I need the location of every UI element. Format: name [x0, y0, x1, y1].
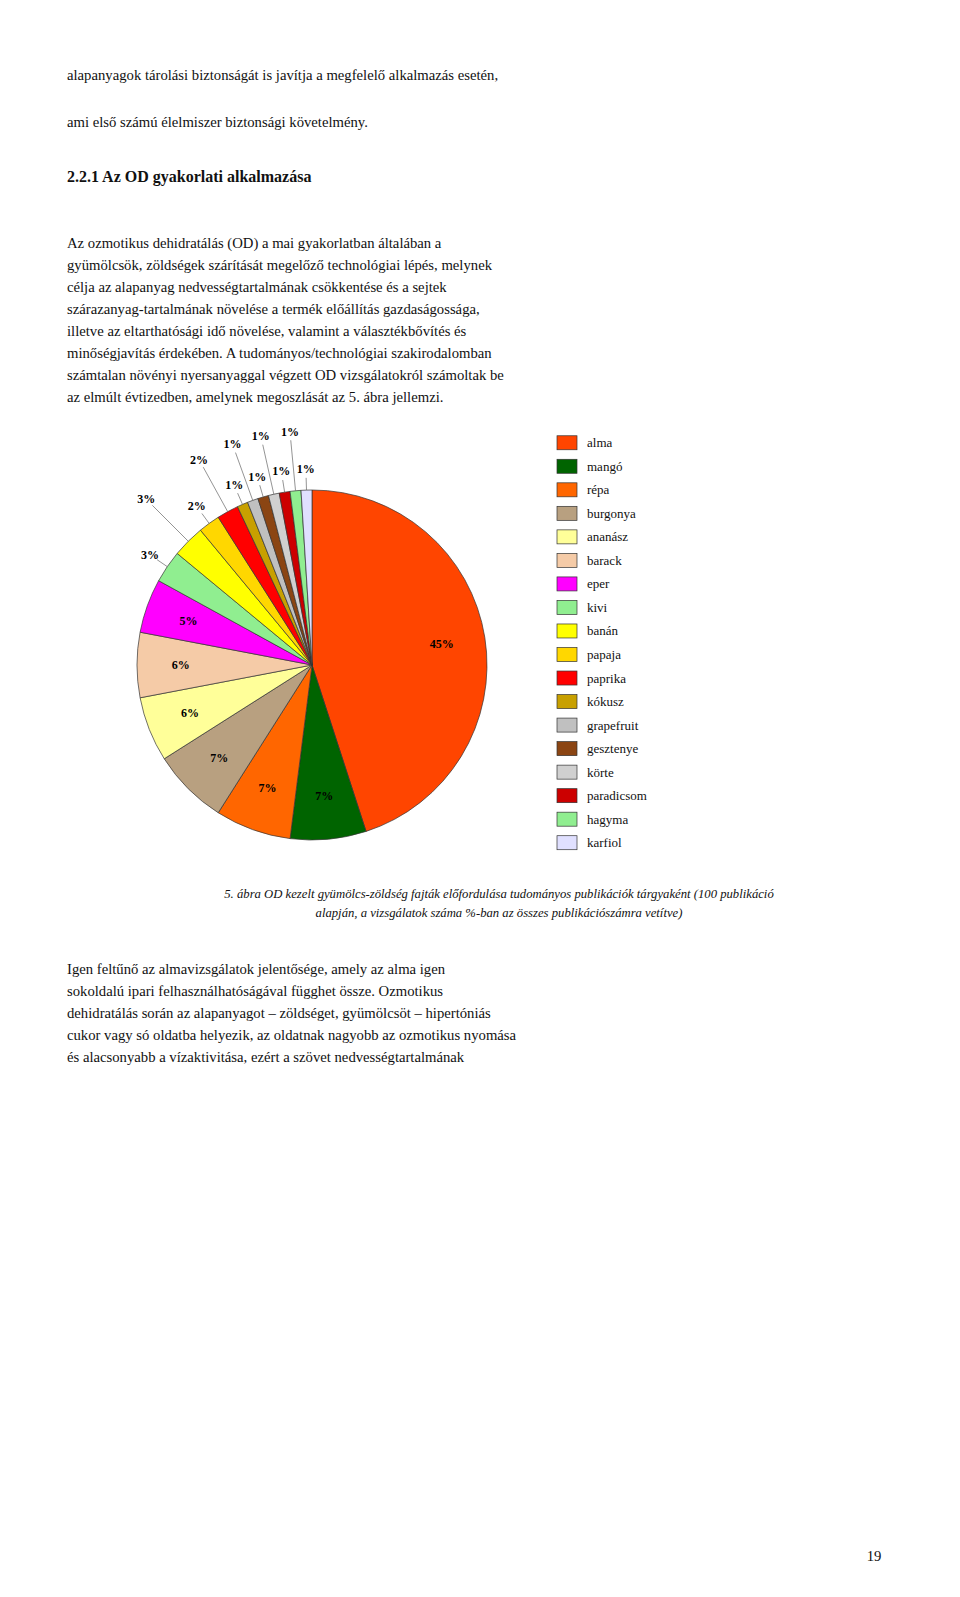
paragraph-line: dehidratálás során az alapanyagot – zöld… — [67, 1002, 491, 1024]
leader-line — [283, 480, 285, 492]
paragraph-line: alapanyagok tárolási biztonságát is javí… — [67, 64, 498, 86]
paragraph-line: szárazanyag-tartalmának növelése a termé… — [67, 298, 480, 320]
paragraph-line: cukor vagy só oldatba helyezik, az oldat… — [67, 1024, 516, 1046]
data-label: 7% — [210, 751, 228, 765]
data-label: 2% — [188, 499, 206, 513]
paragraph-line: az elmúlt évtizedben, amelynek megoszlás… — [67, 386, 443, 408]
legend: alma mangó répa burgonya ananász barack eper ki… — [557, 435, 647, 850]
legend-swatch — [557, 600, 577, 614]
figure-caption: alapján, a vizsgálatok száma %-ban az ös… — [67, 904, 931, 923]
data-label: 1% — [272, 464, 290, 478]
pie-slice — [290, 490, 312, 665]
data-label: 1% — [224, 437, 242, 451]
paragraph-line: ami első számú élelmiszer biztonsági köv… — [67, 111, 368, 133]
legend-swatch — [557, 671, 577, 685]
data-label: 3% — [141, 548, 159, 562]
paragraph-line: számtalan növényi nyersanyaggal végzett … — [67, 364, 504, 386]
paragraph-line: illetve az eltarthatósági idő növelése, … — [67, 320, 466, 342]
legend-swatch — [557, 553, 577, 567]
data-labels: 45% 7% 7% 7% 6% 6% 5% 3% 3% 2% 2% 1% 1% 1% 1% 1% 1% 1% — [137, 425, 453, 803]
legend-swatch — [557, 648, 577, 662]
legend-swatch — [557, 812, 577, 826]
legend-label: paprika — [587, 671, 626, 686]
paragraph-line: Az ozmotikus dehidratálás (OD) a mai gya… — [67, 232, 441, 254]
legend-label: ananász — [587, 529, 628, 544]
legend-swatch — [557, 436, 577, 450]
leader-line — [202, 514, 209, 524]
legend-swatch — [557, 577, 577, 591]
legend-swatch — [557, 695, 577, 709]
data-label: 7% — [259, 781, 277, 795]
leader-line — [238, 493, 243, 504]
paragraph-line: gyümölcsök, zöldségek szárítását megelőz… — [67, 254, 492, 276]
legend-label: kókusz — [587, 694, 624, 709]
data-label: 6% — [172, 658, 190, 672]
legend-label: papaja — [587, 647, 621, 662]
legend-swatch — [557, 459, 577, 473]
legend-label: eper — [587, 576, 610, 591]
data-label: 2% — [190, 453, 208, 467]
legend-label: alma — [587, 435, 612, 450]
legend-swatch — [557, 530, 577, 544]
data-label: 5% — [180, 614, 198, 628]
legend-label: kivi — [587, 600, 608, 615]
legend-label: karfiol — [587, 835, 622, 850]
data-label: 6% — [181, 706, 199, 720]
legend-label: paradicsom — [587, 788, 647, 803]
legend-label: grapefruit — [587, 718, 639, 733]
leader-line — [203, 467, 227, 511]
paragraph-line: Igen feltűnő az almavizsgálatok jelentős… — [67, 958, 445, 980]
legend-swatch — [557, 836, 577, 850]
data-label: 45% — [430, 637, 454, 651]
legend-swatch — [557, 624, 577, 638]
leader-line — [152, 505, 188, 541]
leader-line — [306, 478, 307, 490]
data-label: 3% — [137, 492, 155, 506]
data-label: 1% — [252, 429, 270, 443]
figure-caption: 5. ábra OD kezelt gyümölcs-zöldség fajtá… — [67, 885, 931, 904]
legend-label: hagyma — [587, 812, 628, 827]
data-label: 1% — [225, 478, 243, 492]
legend-swatch — [557, 506, 577, 520]
legend-swatch — [557, 789, 577, 803]
data-label: 7% — [315, 789, 333, 803]
data-label: 1% — [281, 425, 299, 439]
legend-swatch — [557, 765, 577, 779]
leader-line — [291, 440, 296, 491]
legend-swatch — [557, 718, 577, 732]
pie-chart: 45% 7% 7% 7% 6% 6% 5% 3% 3% 2% 2% 1% 1% 1% 1% 1% 1% 1% alm… — [0, 0, 960, 1597]
page-number: 19 — [844, 1548, 904, 1565]
leader-line — [260, 485, 263, 497]
data-label: 1% — [297, 462, 315, 476]
legend-label: barack — [587, 553, 622, 568]
legend-label: banán — [587, 623, 619, 638]
legend-label: mangó — [587, 459, 622, 474]
paragraph-line: és alacsonyabb a vízaktivitása, ezért a … — [67, 1046, 464, 1068]
data-label: 1% — [248, 470, 266, 484]
legend-swatch — [557, 742, 577, 756]
paragraph-line: célja az alapanyag nedvességtartalmának … — [67, 276, 447, 298]
paragraph-line: sokoldalú ipari felhasználhatóságával fü… — [67, 980, 443, 1002]
section-title: 2.2.1 Az OD gyakorlati alkalmazása — [67, 168, 311, 186]
legend-label: gesztenye — [587, 741, 638, 756]
legend-label: körte — [587, 765, 614, 780]
legend-label: répa — [587, 482, 610, 497]
slices — [137, 490, 487, 840]
pie-slice — [301, 490, 312, 665]
paragraph-line: minőségjavítás érdekében. A tudományos/t… — [67, 342, 492, 364]
legend-swatch — [557, 483, 577, 497]
legend-label: burgonya — [587, 506, 636, 521]
